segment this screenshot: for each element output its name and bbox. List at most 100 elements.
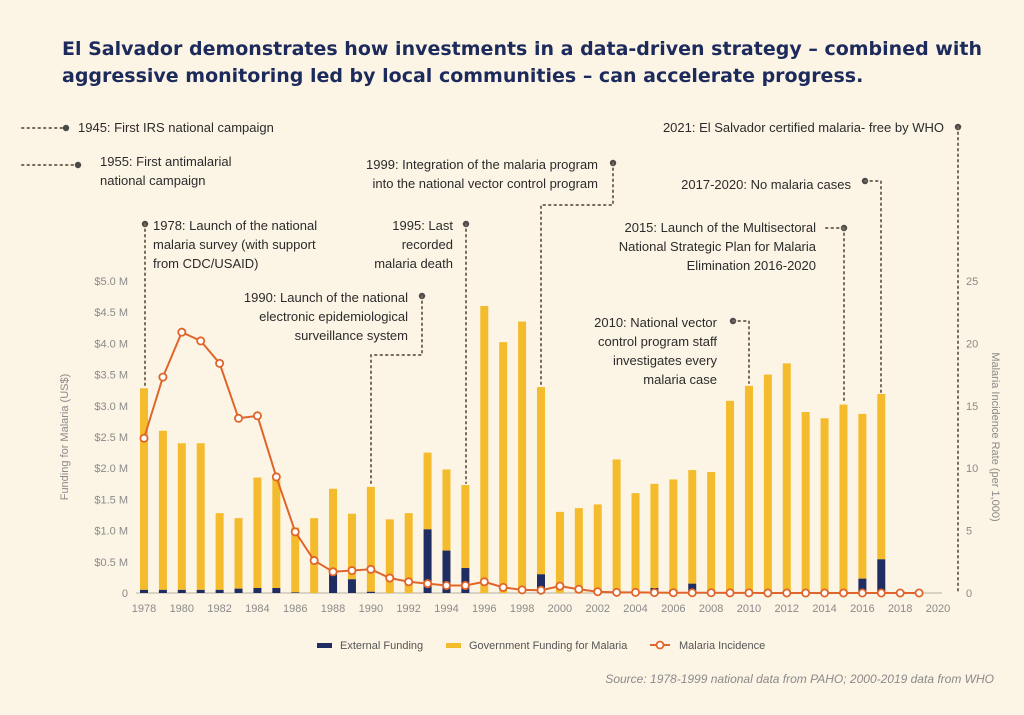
x-tick-label: 1980 (170, 603, 194, 615)
a1990-label-line: electronic epidemiological (259, 309, 408, 324)
x-tick-label: 1984 (245, 603, 269, 615)
a1999-label-line: 1999: Integration of the malaria program (366, 157, 598, 172)
government-funding-bar (234, 518, 243, 589)
external-funding-bar (347, 579, 356, 593)
y2-tick-label: 20 (966, 338, 978, 350)
incidence-point (593, 587, 603, 597)
external-funding-bar (858, 578, 867, 593)
y-axis-label: Funding for Malaria (US$) (59, 374, 71, 501)
incidence-point (668, 588, 678, 598)
government-funding-bar (631, 493, 640, 592)
external-funding-bar (140, 589, 148, 593)
government-funding-bar (272, 474, 281, 589)
a1995-label-line: recorded (402, 237, 453, 252)
government-funding-bar (253, 477, 262, 589)
government-funding-bar (782, 363, 791, 593)
a2017-connector (864, 180, 882, 394)
incidence-point (366, 564, 376, 574)
a2010-label-line: malaria case (643, 372, 717, 387)
incidence-point (536, 585, 546, 595)
y2-tick-label: 5 (966, 526, 972, 538)
x-tick-label: 2010 (737, 603, 761, 615)
a1995-label-line: malaria death (374, 256, 453, 271)
x-tick-label: 2014 (812, 603, 836, 615)
government-funding-bar (385, 519, 394, 593)
government-funding-bar (537, 387, 545, 575)
a1978-label-line: malaria survey (with support (153, 237, 316, 252)
external-funding-bar (272, 588, 281, 593)
a1990-connector (370, 295, 423, 488)
x-tick-label: 1978 (132, 603, 156, 615)
government-funding-bar (366, 486, 375, 592)
government-funding-bar (461, 485, 470, 569)
incidence-point (725, 588, 735, 598)
x-tick-label: 1998 (510, 603, 534, 615)
government-funding-bar (215, 513, 224, 590)
y-tick-label: $3.5 M (94, 370, 128, 382)
government-funding-bar (744, 385, 753, 593)
incidence-point (649, 588, 659, 598)
y-tick-label: 0 (122, 588, 128, 600)
incidence-point (479, 577, 489, 587)
incidence-point (857, 588, 867, 598)
a1945-dot (62, 124, 70, 132)
incidence-point (820, 588, 830, 598)
a1995-label-line: 1995: Last (392, 218, 453, 233)
x-tick-label: 1992 (396, 603, 420, 615)
government-funding-bar (801, 412, 810, 593)
incidence-point (801, 588, 811, 598)
incidence-point (404, 577, 414, 587)
x-tick-label: 2020 (926, 603, 950, 615)
incidence-point (234, 413, 244, 423)
government-funding-bar (763, 374, 772, 593)
a2015-label-line: National Strategic Plan for Malaria (619, 239, 817, 254)
a2010-label-line: investigates every (613, 353, 718, 368)
external-funding-bar (215, 589, 224, 593)
external-funding-bar (423, 529, 432, 593)
source-note: Source: 1978-1999 national data from PAH… (605, 672, 994, 686)
incidence-point (631, 587, 641, 597)
a1955-dot (74, 161, 82, 169)
a1978-label-line: 1978: Launch of the national (153, 218, 317, 233)
incidence-point (215, 358, 225, 368)
external-funding-bar (253, 588, 262, 593)
incidence-point (252, 411, 262, 421)
government-funding-bar (669, 479, 678, 590)
incidence-point (177, 327, 187, 337)
external-funding-bar (158, 589, 167, 593)
y2-axis-label: Malaria Incidence Rate (per 1,000) (989, 352, 1001, 521)
government-funding-bar (839, 404, 848, 593)
y2-tick-label: 25 (966, 276, 978, 288)
a2015-label-line: 2015: Launch of the Multisectoral (624, 220, 816, 235)
government-funding-bar (347, 513, 356, 580)
government-funding-bar (196, 443, 205, 590)
x-tick-label: 2008 (699, 603, 723, 615)
external-funding-bar (196, 589, 205, 593)
legend-label-government: Government Funding for Malaria (469, 640, 628, 652)
y-tick-label: $2.5 M (94, 432, 128, 444)
x-tick-label: 1986 (283, 603, 307, 615)
incidence-point (385, 573, 395, 583)
y-tick-label: $2.0 M (94, 463, 128, 475)
x-tick-label: 2002 (585, 603, 609, 615)
y-tick-label: $3.0 M (94, 401, 128, 413)
incidence-point (914, 588, 924, 598)
x-tick-label: 1990 (359, 603, 383, 615)
title-line-1: El Salvador demonstrates how investments… (62, 38, 982, 60)
government-funding-bar (555, 511, 564, 593)
legend-swatch-external (317, 643, 332, 648)
government-funding-bar (707, 471, 716, 592)
government-funding-bar (650, 483, 659, 589)
incidence-point (574, 584, 584, 594)
incidence-point (838, 588, 848, 598)
y-tick-label: $5.0 M (94, 276, 128, 288)
external-funding-bar (877, 559, 886, 593)
y-tick-label: $4.0 M (94, 338, 128, 350)
x-tick-label: 2018 (888, 603, 912, 615)
incidence-point (782, 588, 792, 598)
legend-label-external: External Funding (340, 640, 423, 652)
y-tick-label: $1.0 M (94, 526, 128, 538)
a2015-label-line: Elimination 2016-2020 (687, 258, 816, 273)
incidence-point (612, 587, 622, 597)
